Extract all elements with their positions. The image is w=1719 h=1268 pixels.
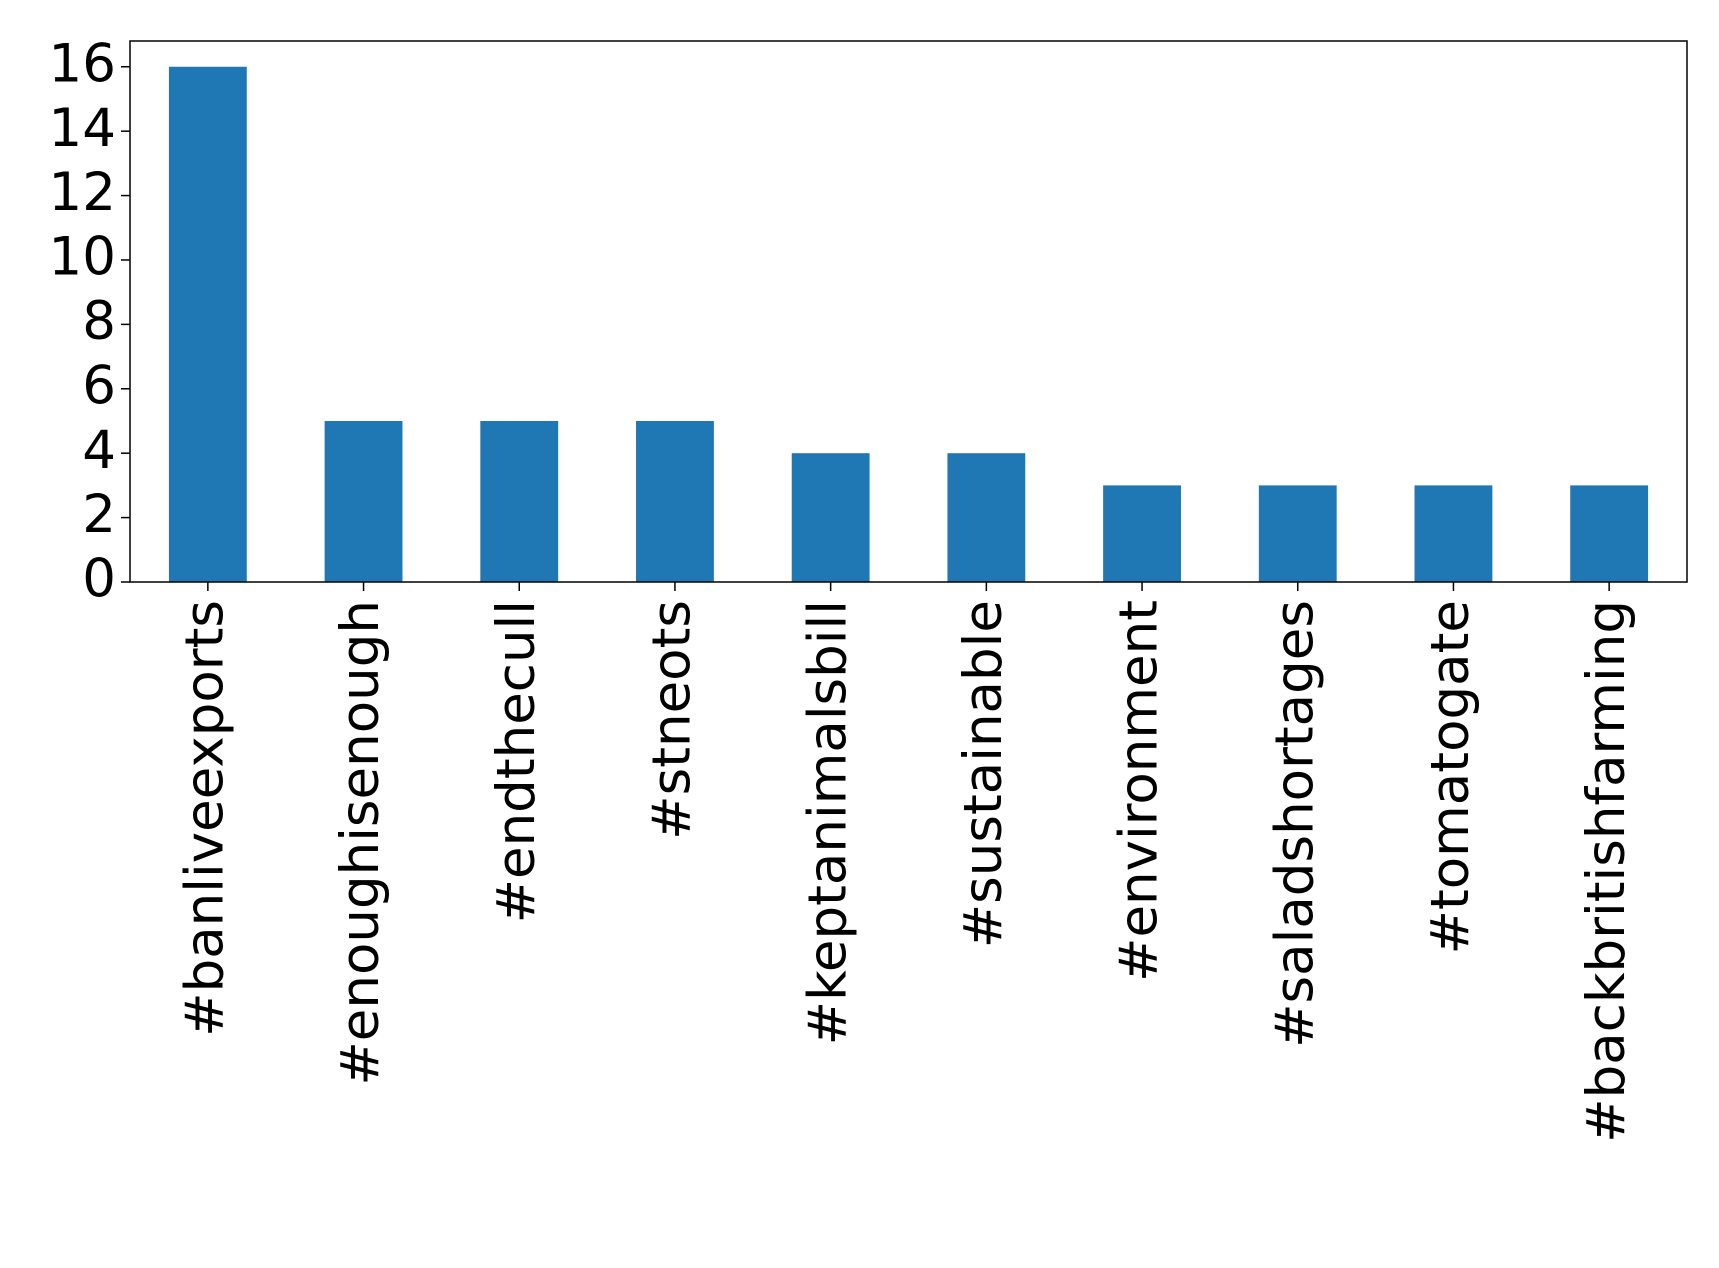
bar (791, 453, 870, 582)
y-tick-label: 2 (82, 484, 116, 545)
x-tick-label: #sustainable (953, 600, 1014, 948)
bar (1258, 485, 1337, 582)
bar (168, 66, 247, 582)
y-tick-label: 6 (82, 355, 116, 416)
x-tick-label: #tomatogate (1420, 600, 1481, 954)
y-tick-label: 0 (82, 549, 116, 610)
y-tick-label: 14 (49, 98, 116, 159)
y-tick-label: 16 (49, 33, 116, 94)
bar (636, 420, 714, 582)
x-tick-label: #banliveexports (174, 600, 235, 1037)
plot-frame (129, 40, 1688, 583)
bar (1414, 485, 1493, 582)
bar (324, 420, 403, 582)
x-tick-label: #saladshortages (1264, 600, 1325, 1048)
y-tick-label: 12 (49, 162, 116, 223)
bar (1570, 485, 1649, 582)
y-tick-label: 8 (82, 291, 116, 352)
x-tick-label: #stneots (642, 600, 703, 840)
bar (947, 453, 1026, 582)
x-tick-label: #environment (1109, 600, 1170, 982)
x-tick-label: #endthecull (486, 600, 547, 923)
x-tick-label: #keptanimalsbill (797, 600, 858, 1045)
y-tick-label: 10 (49, 227, 116, 288)
bar (1103, 485, 1181, 582)
y-tick-label: 4 (82, 420, 116, 481)
x-tick-label: #enoughisenough (330, 600, 391, 1086)
bar (480, 420, 559, 582)
x-tick-label: #backbritishfarming (1576, 600, 1637, 1143)
